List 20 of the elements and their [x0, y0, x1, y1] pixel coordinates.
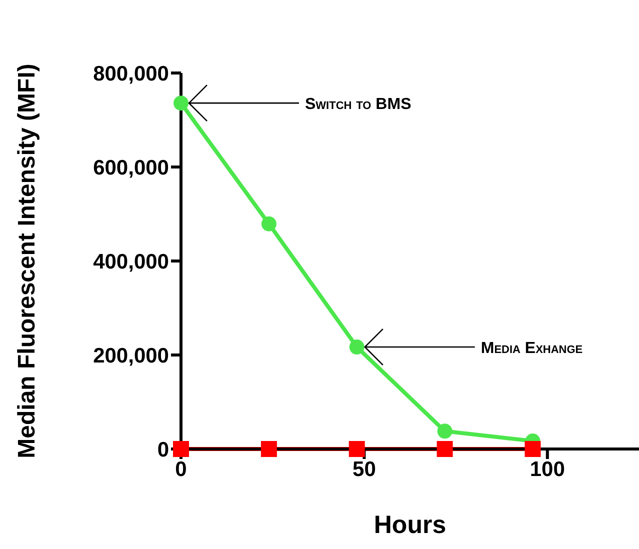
- x-tick-label: 100: [530, 458, 565, 481]
- point: [348, 441, 365, 457]
- point: [260, 441, 277, 457]
- point: [436, 441, 453, 457]
- y-tick-label: 400,000: [93, 250, 169, 274]
- y-tick-label: 800,000: [93, 62, 169, 86]
- annotation: Media Exhange: [480, 340, 583, 358]
- point: [349, 340, 364, 355]
- y-tick-label: 200,000: [93, 344, 169, 368]
- point: [261, 216, 276, 232]
- point: [437, 424, 452, 439]
- point: [174, 96, 188, 111]
- x-tick-label: 50: [352, 458, 376, 481]
- y-axis-title: Median Fluorescent Intensity (MFI): [14, 64, 41, 458]
- x-axis-title: Hours: [374, 511, 446, 539]
- x-tick-label: 0: [175, 458, 187, 481]
- y-tick-label: 0: [157, 438, 169, 462]
- annotation: Switch to BMS: [305, 96, 412, 114]
- point: [524, 441, 541, 457]
- y-tick-label: 600,000: [93, 156, 169, 180]
